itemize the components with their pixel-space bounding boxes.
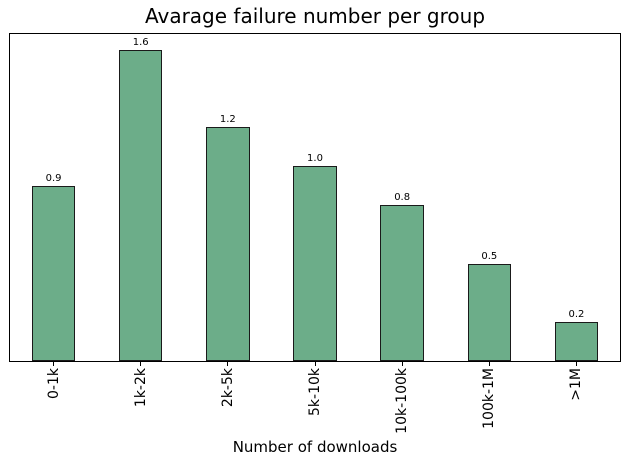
x-axis-tick-label: 1k-2k — [132, 368, 149, 408]
x-axis-tick-label: 5k-10k — [307, 368, 323, 416]
bar-value-label: 0.8 — [394, 192, 411, 204]
x-axis-tick-label: >1M — [568, 368, 585, 401]
bar-value-label: 1.0 — [307, 153, 323, 165]
chart-title: Avarage failure number per group — [144, 4, 486, 28]
x-axis-tick — [53, 362, 55, 366]
bar-value-label: 0.2 — [568, 309, 585, 321]
bar — [467, 263, 512, 361]
bar — [380, 205, 424, 361]
bar — [31, 185, 76, 361]
x-axis-tick — [314, 362, 316, 366]
bar-value-label: 1.6 — [132, 36, 149, 48]
bar — [293, 166, 337, 361]
x-axis-tick — [140, 362, 142, 366]
x-axis-tick-label: 100k-1M — [481, 368, 498, 429]
bar — [554, 322, 599, 361]
x-axis-label: Number of downloads — [232, 438, 398, 456]
plot-area: 0.9 1.6 1.2 1.0 0.8 0.5 0.2 — [9, 33, 621, 362]
bar — [206, 127, 250, 361]
x-axis-tick-label: 0-1k — [45, 368, 62, 399]
bar-value-label: 1.2 — [219, 114, 236, 126]
bar — [118, 49, 163, 361]
x-axis-tick — [575, 362, 577, 366]
bar-value-label: 0.5 — [481, 250, 498, 262]
x-axis-tick-label: 2k-5k — [219, 368, 236, 408]
x-axis-tick — [401, 362, 403, 366]
x-axis-tick — [488, 362, 490, 366]
x-axis-tick — [227, 362, 229, 366]
bar-value-label: 0.9 — [45, 172, 62, 184]
x-axis-tick-label: 10k-100k — [394, 368, 411, 434]
